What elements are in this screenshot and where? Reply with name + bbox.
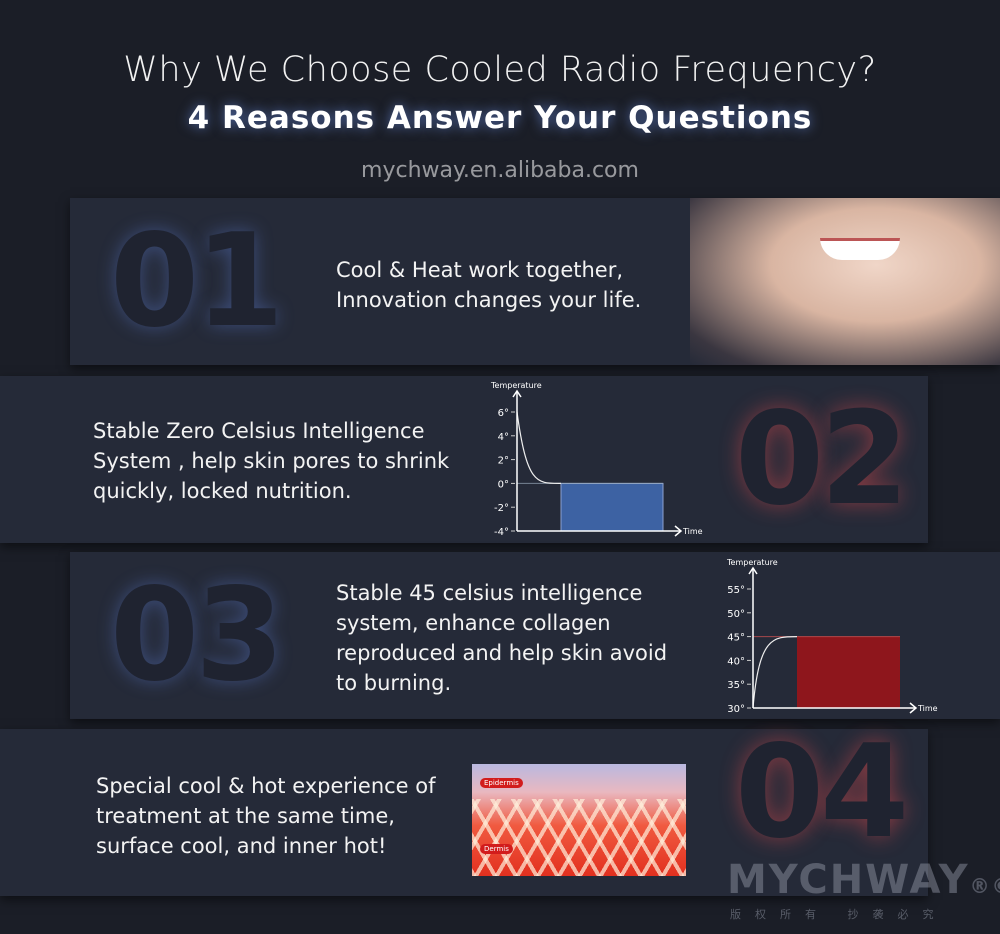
logo-marks: ®© [969,874,1000,898]
cooling-chart: Temperature Time 6° 4° 2° 0° -2° -4° [490,381,703,538]
text-line: Innovation changes your life. [336,288,642,312]
temperature-curve [516,411,562,485]
reason-panel-1: 01 Cool & Heat work together, Innovation… [70,198,1000,365]
tick-label: 50° [727,609,745,620]
x-axis-label: Time [917,704,938,713]
text-line: Stable Zero Celsius Intelligence [93,419,425,443]
x-axis-label: Time [682,527,703,536]
brand-logo: MYCHWAY®© [727,858,1000,908]
tick-label: 55° [727,585,745,596]
reason-panel-4: Special cool & hot experience of treatme… [0,729,928,896]
reason-text: Stable Zero Celsius Intelligence System … [93,416,449,506]
text-line: reproduced and help skin avoid [336,641,668,665]
watermark: mychway.en.alibaba.com [361,158,639,183]
reason-number: 02 [735,385,909,534]
x-axis-arrow [674,525,683,537]
reason-panel-2: Stable Zero Celsius Intelligence System … [0,376,928,543]
logo-subtitle: 版权所有 抄袭必究 [730,908,948,921]
text-line: Cool & Heat work together, [336,258,624,282]
page-title: Why We Choose Cooled Radio Frequency? [123,50,877,90]
tick-label: 40° [727,656,745,667]
tick-label: -4° [494,527,509,538]
skin-layers-image: Epidermis Dermis [472,764,686,876]
y-axis-arrow [748,566,758,575]
text-line: to burning. [336,671,452,695]
text-line: System , help skin pores to shrink [93,449,450,473]
x-axis-arrow [909,702,918,714]
tick-label: 45° [727,633,745,644]
reason-number: 03 [110,561,284,710]
y-axis-arrow [512,389,522,398]
tick-label: 30° [727,704,745,715]
page-subtitle: 4 Reasons Answer Your Questions [187,100,813,136]
hold-bar [560,482,664,532]
tick-label: 35° [727,680,745,691]
text-line: Special cool & hot experience of [96,774,436,798]
tick-label: -2° [494,503,509,514]
reason-text: Stable 45 celsius intelligence system, e… [336,578,667,698]
reason-text: Special cool & hot experience of treatme… [96,771,436,861]
logo-text: MYCHWAY [727,857,970,903]
reason-text: Cool & Heat work together, Innovation ch… [336,255,641,315]
temperature-curve [752,636,798,709]
tick-label: 4° [498,432,509,443]
tick-label: 0° [498,479,509,490]
hold-bar [797,636,900,708]
y-axis-label: Temperature [490,381,542,390]
reason-number: 01 [110,207,284,356]
dermis-label: Dermis [480,844,513,854]
text-line: quickly, locked nutrition. [93,479,352,503]
heating-chart: Temperature Time 55° 50° 45° 40° 35° 30° [726,558,938,715]
text-line: Stable 45 celsius intelligence [336,581,643,605]
reason-panel-3: 03 Stable 45 celsius intelligence system… [70,552,1000,719]
reason-number: 04 [735,718,909,867]
y-axis-label: Temperature [726,558,778,567]
text-line: surface cool, and inner hot! [96,834,387,858]
text-line: system, enhance collagen [336,611,611,635]
tick-label: 6° [498,408,509,419]
smiling-face-image [690,198,1000,365]
epidermis-label: Epidermis [480,778,523,788]
tick-label: 2° [498,456,509,467]
text-line: treatment at the same time, [96,804,395,828]
